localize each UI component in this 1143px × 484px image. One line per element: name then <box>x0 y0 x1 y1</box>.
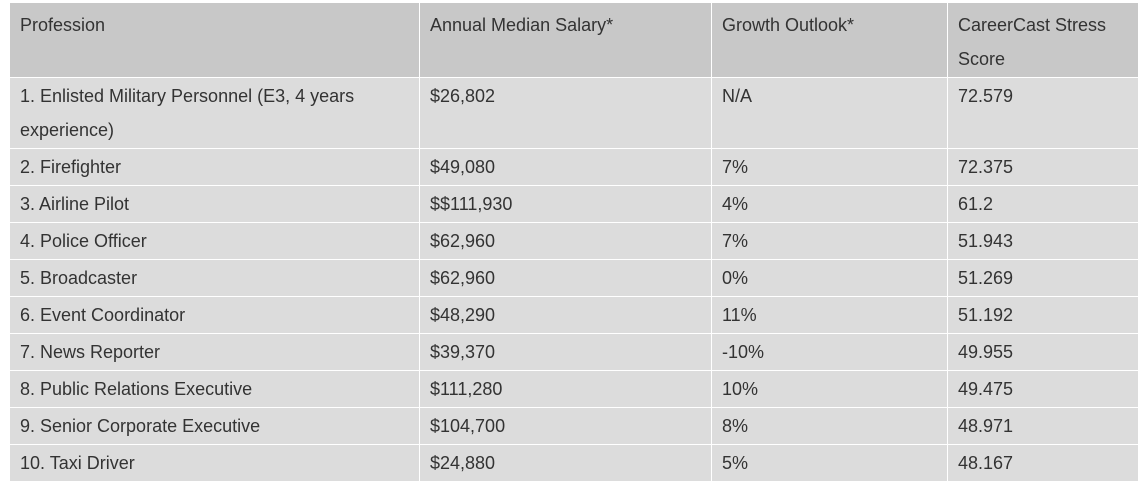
cell-stress-score: 51.269 <box>947 259 1139 297</box>
stress-jobs-table: Profession Annual Median Salary* Growth … <box>9 2 1139 482</box>
cell-salary: $24,880 <box>419 444 712 482</box>
cell-salary: $111,280 <box>419 370 712 408</box>
table-row: 8. Public Relations Executive $111,280 1… <box>9 370 1139 408</box>
cell-profession: 3. Airline Pilot <box>9 185 420 223</box>
cell-stress-score: 61.2 <box>947 185 1139 223</box>
header-annual-median-salary: Annual Median Salary* <box>419 2 712 78</box>
table-row: 2. Firefighter $49,080 7% 72.375 <box>9 148 1139 186</box>
cell-stress-score: 49.475 <box>947 370 1139 408</box>
table-row: 4. Police Officer $62,960 7% 51.943 <box>9 222 1139 260</box>
cell-stress-score: 72.375 <box>947 148 1139 186</box>
table-row: 10. Taxi Driver $24,880 5% 48.167 <box>9 444 1139 482</box>
cell-salary: $104,700 <box>419 407 712 445</box>
cell-salary: $62,960 <box>419 259 712 297</box>
cell-salary: $48,290 <box>419 296 712 334</box>
table-row: 3. Airline Pilot $$111,930 4% 61.2 <box>9 185 1139 223</box>
cell-salary: $39,370 <box>419 333 712 371</box>
cell-stress-score: 48.167 <box>947 444 1139 482</box>
cell-growth: 5% <box>711 444 948 482</box>
cell-profession: 10. Taxi Driver <box>9 444 420 482</box>
table-row: 7. News Reporter $39,370 -10% 49.955 <box>9 333 1139 371</box>
header-stress-score: CareerCast Stress Score <box>947 2 1139 78</box>
cell-salary: $49,080 <box>419 148 712 186</box>
cell-profession: 2. Firefighter <box>9 148 420 186</box>
cell-salary: $62,960 <box>419 222 712 260</box>
header-row: Profession Annual Median Salary* Growth … <box>9 2 1139 78</box>
cell-profession: 4. Police Officer <box>9 222 420 260</box>
cell-stress-score: 48.971 <box>947 407 1139 445</box>
cell-salary: $26,802 <box>419 77 712 149</box>
cell-growth: 7% <box>711 222 948 260</box>
cell-profession: 5. Broadcaster <box>9 259 420 297</box>
header-profession: Profession <box>9 2 420 78</box>
table-row: 1. Enlisted Military Personnel (E3, 4 ye… <box>9 77 1139 149</box>
cell-growth: 11% <box>711 296 948 334</box>
table-row: 9. Senior Corporate Executive $104,700 8… <box>9 407 1139 445</box>
table-header: Profession Annual Median Salary* Growth … <box>9 2 1139 78</box>
cell-profession: 9. Senior Corporate Executive <box>9 407 420 445</box>
cell-growth: 4% <box>711 185 948 223</box>
cell-stress-score: 51.943 <box>947 222 1139 260</box>
cell-stress-score: 72.579 <box>947 77 1139 149</box>
cell-growth: N/A <box>711 77 948 149</box>
cell-growth: 0% <box>711 259 948 297</box>
table-row: 5. Broadcaster $62,960 0% 51.269 <box>9 259 1139 297</box>
cell-growth: -10% <box>711 333 948 371</box>
cell-growth: 8% <box>711 407 948 445</box>
cell-profession: 7. News Reporter <box>9 333 420 371</box>
cell-growth: 10% <box>711 370 948 408</box>
table-body: 1. Enlisted Military Personnel (E3, 4 ye… <box>9 77 1139 482</box>
cell-profession: 1. Enlisted Military Personnel (E3, 4 ye… <box>9 77 420 149</box>
cell-profession: 8. Public Relations Executive <box>9 370 420 408</box>
stress-jobs-table-container: Profession Annual Median Salary* Growth … <box>9 2 1139 482</box>
cell-stress-score: 49.955 <box>947 333 1139 371</box>
cell-stress-score: 51.192 <box>947 296 1139 334</box>
cell-growth: 7% <box>711 148 948 186</box>
table-row: 6. Event Coordinator $48,290 11% 51.192 <box>9 296 1139 334</box>
header-growth-outlook: Growth Outlook* <box>711 2 948 78</box>
cell-profession: 6. Event Coordinator <box>9 296 420 334</box>
cell-salary: $$111,930 <box>419 185 712 223</box>
